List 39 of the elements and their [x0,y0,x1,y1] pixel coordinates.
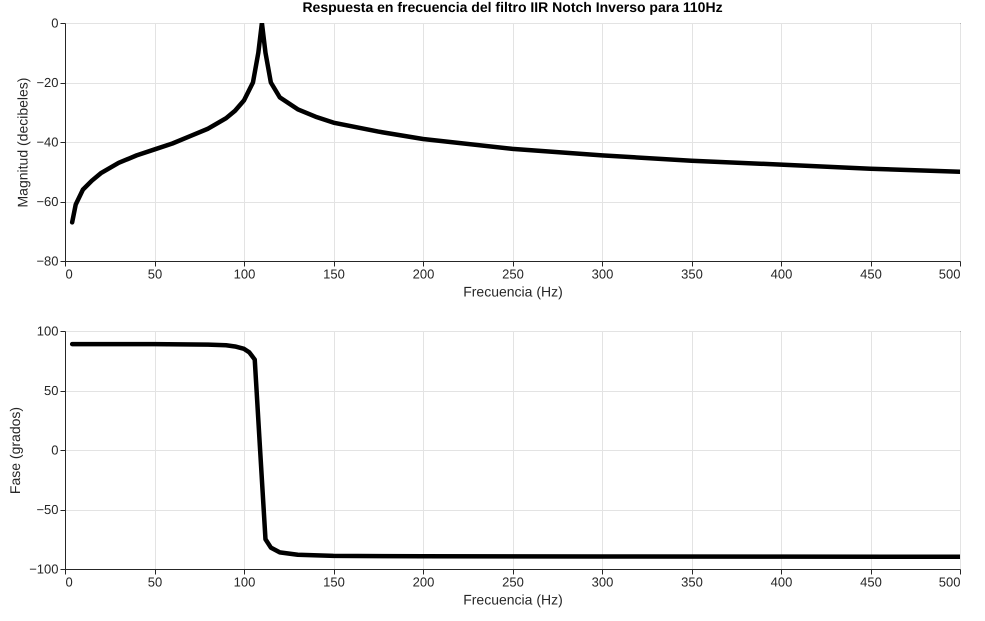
x-axis-title: Frecuencia (Hz) [463,592,563,608]
y-tick-label: 100 [36,324,58,338]
x-tick-label: 0 [66,266,73,282]
x-tick-label: 400 [770,574,792,590]
x-tick-label: 350 [681,574,703,590]
y-tick-label: −20 [36,75,58,90]
x-tick-label: 300 [592,574,614,590]
x-tick-label: 250 [502,266,524,282]
x-tick-label: 100 [234,574,256,590]
x-tick-label: 500 [938,574,960,590]
chart-title: Respuesta en frecuencia del filtro IIR Notch Inverso para 110Hz [302,0,723,15]
x-tick-label: 150 [323,574,345,590]
x-tick-label: 50 [148,574,162,590]
y-tick-label: 0 [51,16,58,30]
x-tick-label: 100 [234,266,256,282]
x-tick-label: 500 [938,266,960,282]
y-axis-title: Magnitud (decibeles) [14,78,30,208]
x-tick-label: 50 [148,266,162,282]
y-tick-label: −40 [36,134,58,150]
y-axis-title: Fase (grados) [7,406,24,494]
line-series [70,342,960,559]
x-tick-label: 450 [860,266,882,282]
y-tick-label: 0 [51,442,58,458]
x-tick-label: 200 [412,266,434,282]
x-tick-label: 200 [412,574,434,590]
x-tick-label: 350 [681,266,703,282]
y-tick-label: −80 [36,254,58,268]
x-tick-label: 150 [323,266,345,282]
y-tick-label: −50 [36,502,58,517]
y-tick-label: −60 [36,194,58,209]
x-tick-label: 450 [860,574,882,590]
x-tick-label: 250 [502,574,524,590]
y-tick-label: −100 [29,562,58,576]
x-tick-label: 300 [592,266,614,282]
x-tick-label: 0 [66,574,73,590]
y-tick-label: 50 [44,383,58,398]
line-series [70,23,960,225]
x-tick-label: 400 [770,266,792,282]
x-axis-title: Frecuencia (Hz) [463,284,563,300]
